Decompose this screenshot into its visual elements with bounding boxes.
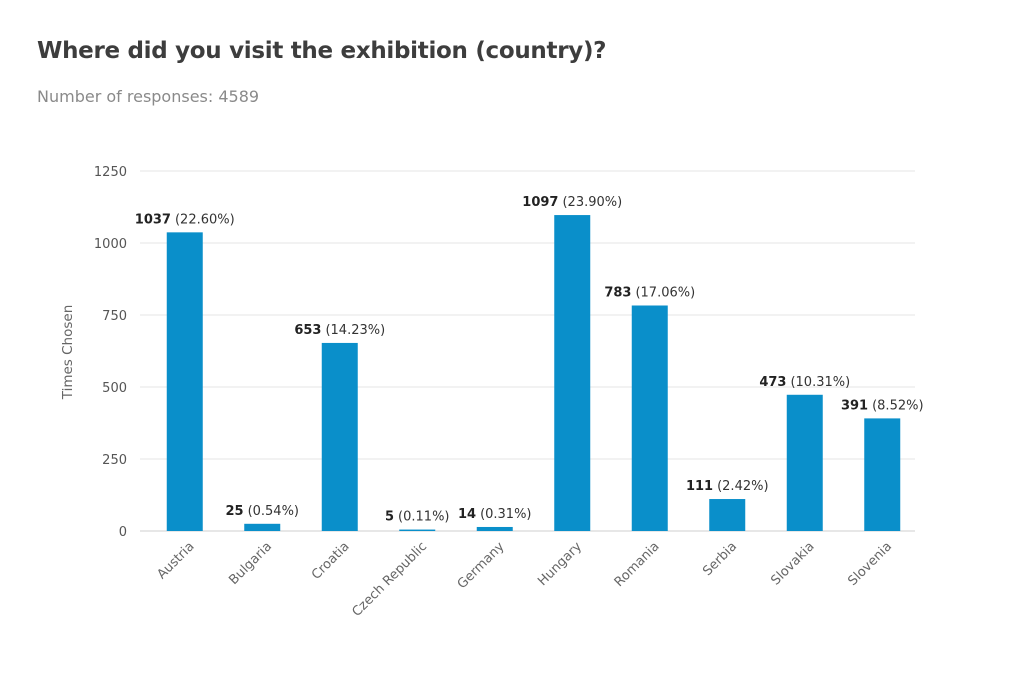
bar: [709, 499, 746, 531]
data-label-percent: (8.52%): [872, 398, 923, 413]
data-label: 1097 (23.90%): [522, 195, 622, 210]
bar: [244, 523, 281, 531]
y-tick-label: 0: [119, 525, 127, 540]
x-tick-label: Germany: [455, 539, 508, 592]
data-label-value: 391: [841, 398, 868, 413]
data-label-value: 653: [294, 323, 321, 338]
bar: [399, 529, 436, 531]
bar: [554, 215, 591, 531]
data-label: 14 (0.31%): [458, 507, 532, 522]
data-label-percent: (10.31%): [790, 375, 850, 390]
data-label-value: 783: [604, 285, 631, 300]
page-title: Where did you visit the exhibition (coun…: [37, 38, 607, 64]
data-label: 783 (17.06%): [604, 285, 695, 300]
bar: [631, 305, 668, 531]
data-label: 25 (0.54%): [225, 504, 299, 519]
x-tick-label: Croatia: [309, 539, 353, 583]
data-label: 473 (10.31%): [759, 375, 850, 390]
data-label: 653 (14.23%): [294, 323, 385, 338]
y-axis-label: Times Chosen: [60, 305, 76, 401]
x-tick-label: Romania: [612, 539, 663, 590]
bar: [864, 418, 901, 531]
y-tick-label: 250: [102, 453, 127, 468]
x-tick-label: Czech Republic: [349, 539, 430, 620]
data-label: 5 (0.11%): [385, 510, 450, 525]
data-label-percent: (0.54%): [248, 504, 299, 519]
data-label-value: 1037: [135, 212, 171, 227]
data-label-percent: (14.23%): [325, 323, 385, 338]
x-tick-label: Bulgaria: [226, 539, 275, 588]
x-tick-label: Slovenia: [845, 539, 895, 589]
y-tick-label: 750: [102, 309, 127, 324]
y-tick-label: 500: [102, 381, 127, 396]
bar: [166, 232, 203, 531]
x-tick-label: Serbia: [700, 539, 740, 579]
x-tick-label: Slovakia: [768, 539, 817, 588]
data-label-percent: (17.06%): [635, 285, 695, 300]
data-label-percent: (22.60%): [175, 212, 235, 227]
data-label-value: 14: [458, 507, 476, 522]
data-label-percent: (2.42%): [717, 479, 768, 494]
data-label-percent: (23.90%): [562, 195, 622, 210]
data-label: 391 (8.52%): [841, 398, 924, 413]
bar: [786, 394, 823, 531]
data-label-value: 473: [759, 375, 786, 390]
response-count: Number of responses: 4589: [37, 87, 260, 106]
data-label: 111 (2.42%): [686, 479, 769, 494]
data-label-value: 1097: [522, 195, 558, 210]
x-tick-label: Austria: [154, 539, 197, 582]
bar: [321, 342, 358, 531]
data-label-value: 5: [385, 510, 394, 525]
data-label-value: 25: [225, 504, 243, 519]
x-tick-label: Hungary: [535, 539, 585, 589]
y-tick-label: 1000: [94, 237, 127, 252]
y-tick-label: 1250: [94, 165, 127, 180]
data-label-value: 111: [686, 479, 713, 494]
data-label: 1037 (22.60%): [135, 212, 235, 227]
data-label-percent: (0.31%): [480, 507, 531, 522]
bar: [476, 526, 513, 531]
data-label-percent: (0.11%): [398, 510, 449, 525]
